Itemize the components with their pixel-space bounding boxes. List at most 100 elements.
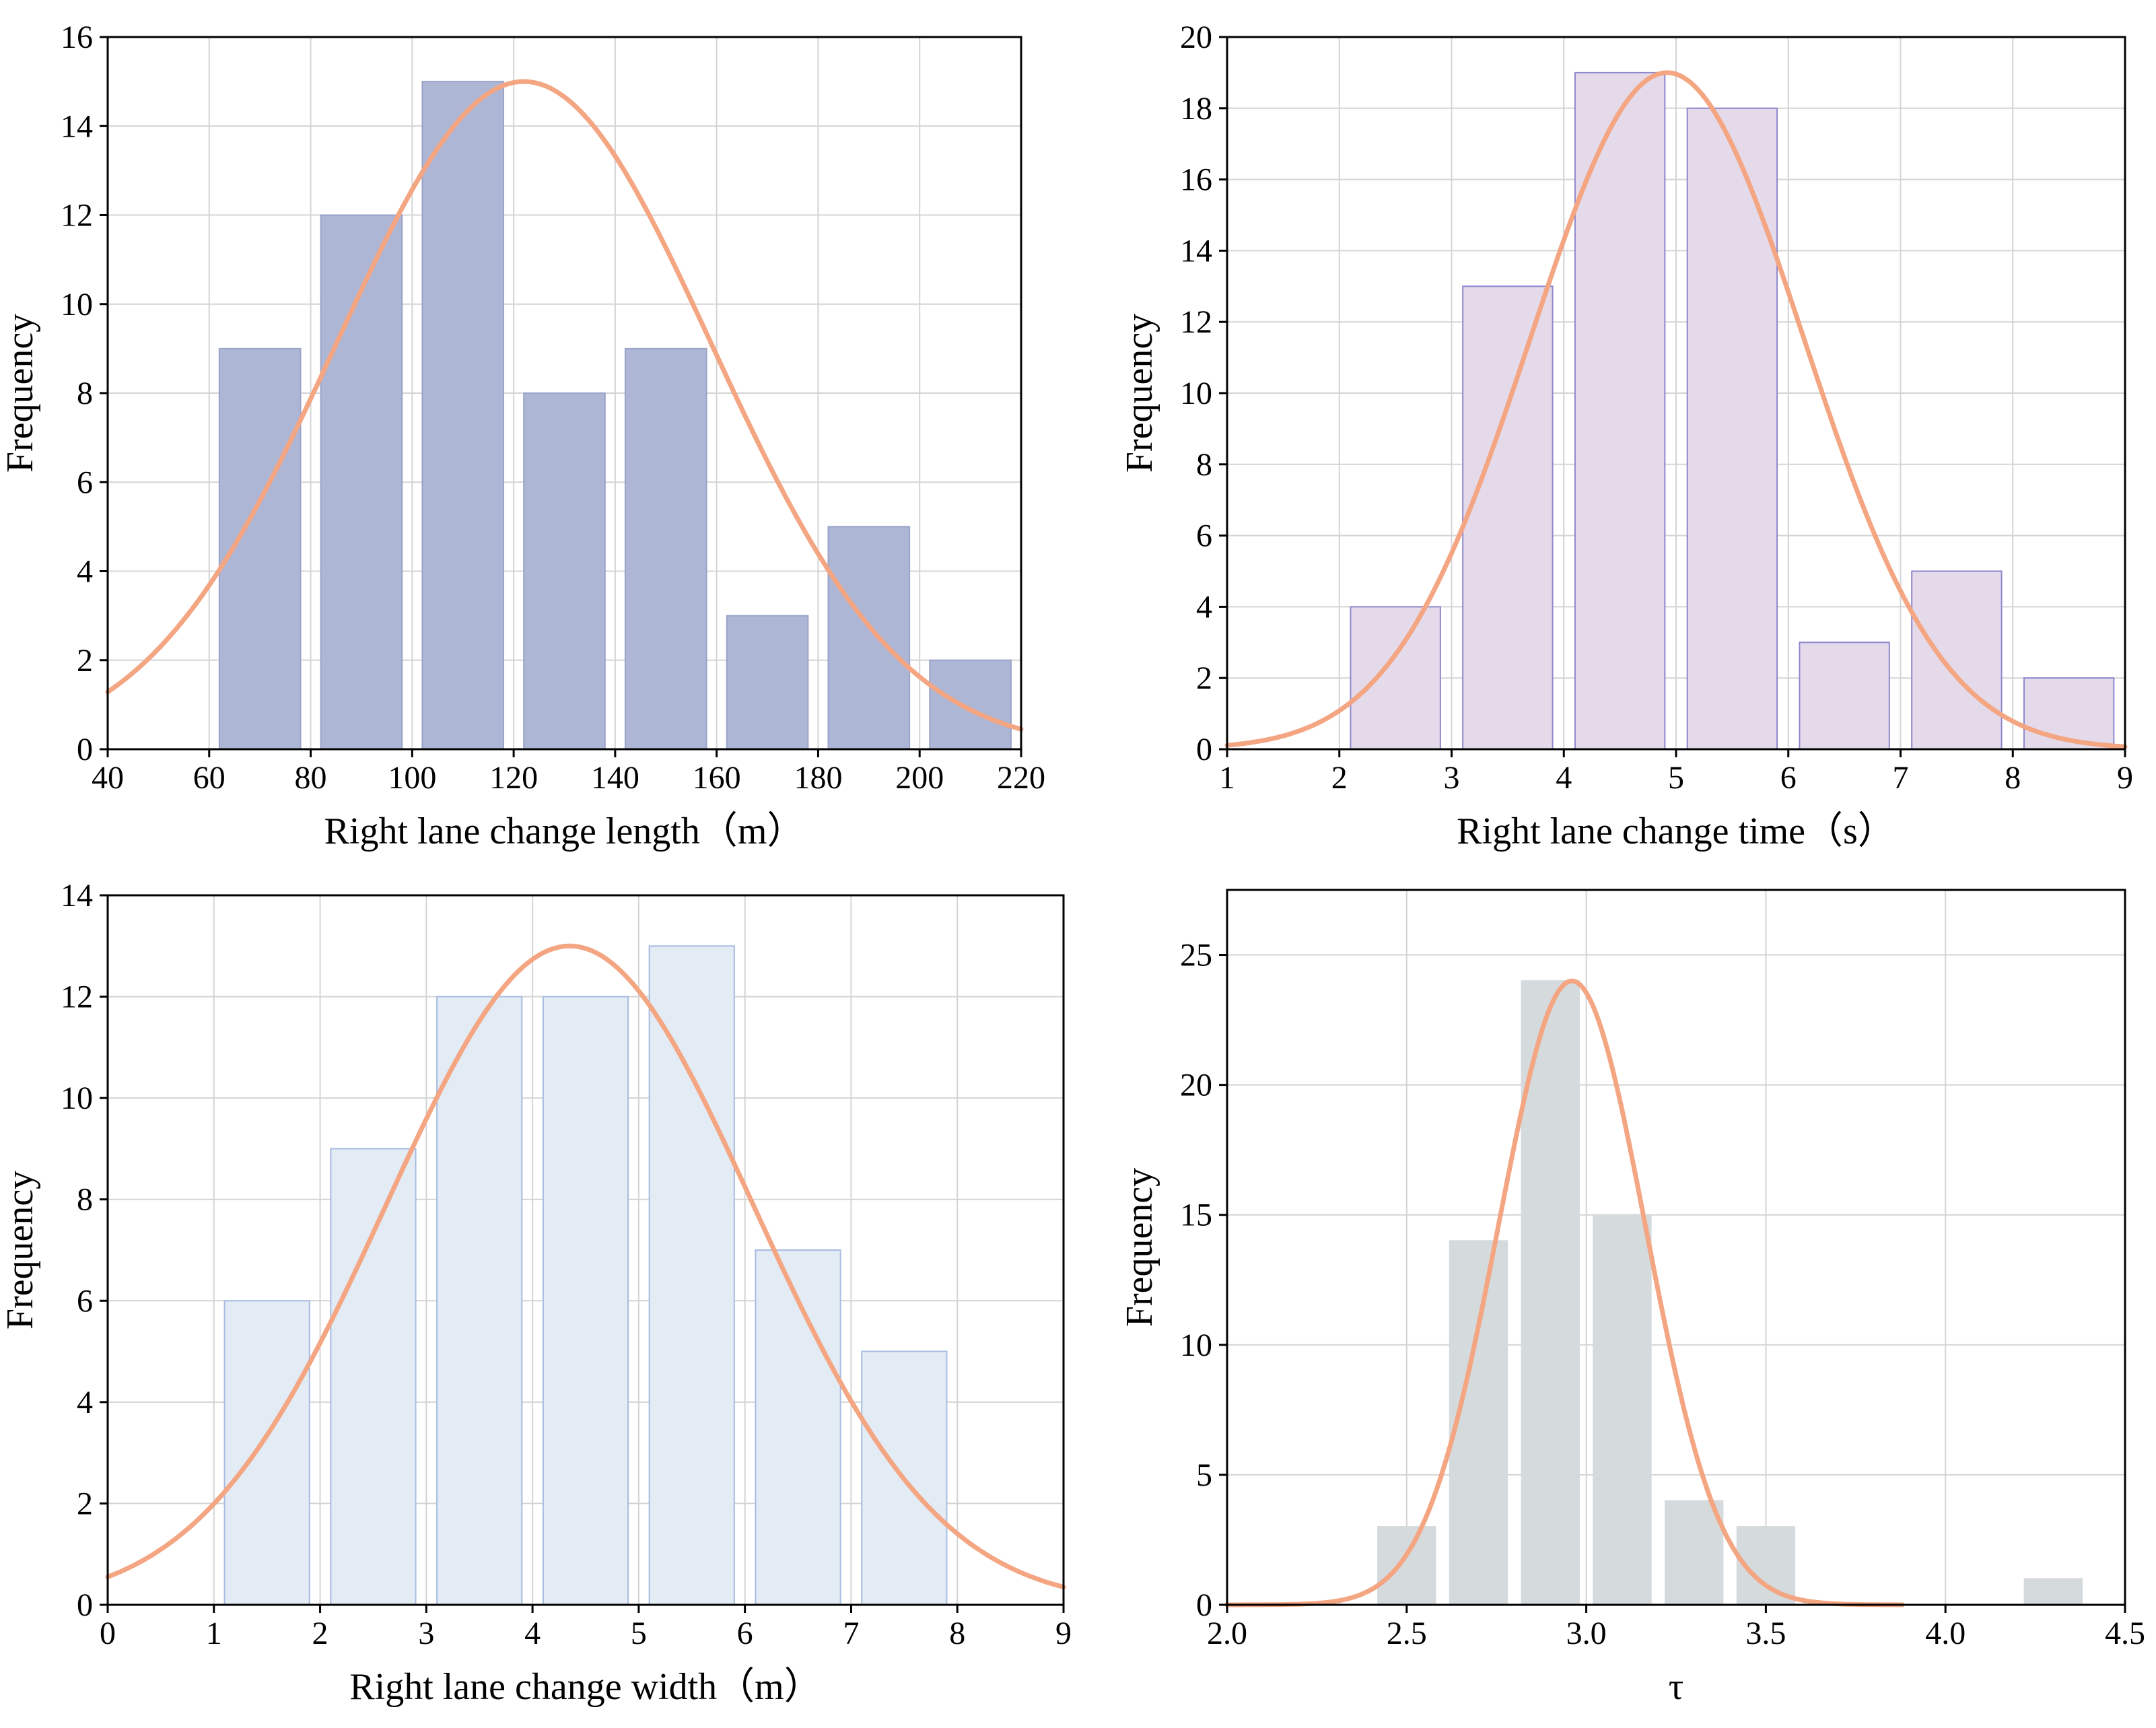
y-tick-label: 16 — [61, 20, 93, 55]
normal-fit-curve — [105, 79, 1024, 732]
x-tick-label: 2 — [312, 1616, 328, 1651]
histogram-bar — [1911, 570, 2003, 750]
y-tick-label: 2 — [1196, 660, 1212, 696]
x-tick-label: 7 — [843, 1616, 859, 1651]
x-tick-label: 220 — [997, 760, 1045, 796]
histogram-bar — [1593, 1214, 1652, 1605]
y-tick-label: 6 — [1196, 518, 1212, 554]
y-tick-label: 14 — [61, 108, 93, 144]
histogram-bar — [1664, 1500, 1724, 1606]
histogram-bar — [436, 996, 523, 1605]
histogram-bar — [330, 1148, 417, 1605]
x-tick-label: 4.0 — [1925, 1616, 1966, 1651]
x-tick-label: 4 — [1556, 760, 1572, 796]
x-tick-label: 9 — [1055, 1616, 1072, 1651]
normal-fit-curve — [1224, 978, 1905, 1608]
x-tick-label: 9 — [2117, 760, 2133, 796]
x-tick-label: 6 — [737, 1616, 753, 1651]
histogram-bar — [755, 1249, 841, 1605]
x-tick-label: 6 — [1780, 760, 1797, 796]
chart-tau: 2.0 2.5 3.0 3.5 4.0 4.5 0 5 10 15 20 25 τ Frequency — [1119, 889, 2145, 1708]
y-tick-label: 12 — [61, 198, 93, 234]
x-tick-label: 100 — [388, 760, 436, 796]
normal-fit-curve — [1224, 70, 2128, 749]
y-tick-label: 8 — [77, 1182, 93, 1218]
x-tick-label: 120 — [489, 760, 538, 796]
y-tick-label: 4 — [77, 554, 93, 590]
x-tick-label: 40 — [92, 760, 124, 796]
y-tick-label: 8 — [1196, 447, 1212, 483]
histogram-bar — [929, 659, 1012, 750]
histogram-bar — [624, 347, 707, 750]
y-tick-label: 0 — [77, 732, 93, 767]
x-tick-label: 3.5 — [1745, 1616, 1786, 1651]
y-tick-label: 0 — [77, 1587, 93, 1623]
histogram-bar — [1377, 1526, 1436, 1606]
y-tick-label: 12 — [61, 979, 93, 1015]
histogram-bar — [1462, 285, 1554, 750]
histogram-bar — [2023, 1578, 2083, 1606]
y-tick-label: 16 — [1180, 162, 1212, 198]
histogram-bar — [726, 615, 809, 750]
x-axis-label: Right lane change width（m） — [349, 1666, 821, 1708]
y-tick-label: 8 — [77, 376, 93, 411]
x-tick-label: 2.0 — [1207, 1616, 1247, 1651]
y-tick-label: 25 — [1180, 938, 1212, 973]
y-tick-label: 18 — [1180, 91, 1212, 127]
y-tick-label: 10 — [61, 1080, 93, 1116]
x-tick-label: 4 — [524, 1616, 541, 1651]
normal-fit-curve — [105, 943, 1066, 1590]
y-tick-label: 15 — [1180, 1198, 1212, 1233]
y-tick-label: 10 — [1180, 376, 1212, 411]
y-tick-label: 10 — [1180, 1327, 1212, 1363]
y-tick-label: 2 — [77, 643, 93, 679]
x-tick-label: 180 — [794, 760, 842, 796]
x-tick-label: 0 — [100, 1616, 116, 1651]
y-tick-label: 0 — [1196, 1587, 1212, 1623]
x-tick-label: 3.0 — [1566, 1616, 1607, 1651]
y-axis-label: Frequency — [0, 314, 41, 473]
histogram-bar — [421, 81, 505, 750]
y-tick-label: 12 — [1180, 304, 1212, 340]
histogram-bar — [2023, 677, 2115, 751]
y-axis-label: Frequency — [0, 1171, 41, 1329]
x-tick-label: 3 — [418, 1616, 434, 1651]
x-tick-label: 160 — [693, 760, 741, 796]
x-tick-label: 5 — [1668, 760, 1684, 796]
x-tick-label: 2 — [1331, 760, 1348, 796]
histogram-bar — [1350, 606, 1441, 751]
x-tick-label: 140 — [591, 760, 639, 796]
x-axis-label: Right lane change length（m） — [324, 810, 805, 852]
y-tick-label: 10 — [61, 287, 93, 322]
y-tick-label: 5 — [1196, 1457, 1212, 1493]
plot-frame — [1226, 889, 2126, 1606]
x-tick-label: 60 — [193, 760, 225, 796]
y-tick-label: 20 — [1180, 20, 1212, 55]
x-tick-label: 200 — [895, 760, 944, 796]
x-tick-label: 3 — [1444, 760, 1460, 796]
x-tick-label: 5 — [631, 1616, 647, 1651]
histogram-bar — [223, 1300, 310, 1606]
histogram-bar — [523, 392, 606, 750]
x-tick-label: 8 — [2005, 760, 2021, 796]
histogram-bar — [1686, 107, 1778, 751]
x-tick-label: 8 — [949, 1616, 965, 1651]
y-axis-label: Frequency — [1119, 314, 1160, 473]
y-tick-label: 14 — [61, 878, 93, 913]
y-tick-label: 6 — [77, 1283, 93, 1319]
x-tick-label: 4.5 — [2105, 1616, 2145, 1651]
histogram-bar — [1799, 642, 1890, 750]
histogram-bar — [648, 945, 735, 1606]
y-tick-label: 4 — [1196, 589, 1212, 625]
plot-frame — [106, 894, 1065, 1606]
y-tick-label: 2 — [77, 1486, 93, 1521]
x-tick-label: 1 — [1219, 760, 1235, 796]
y-tick-label: 0 — [1196, 732, 1212, 767]
histogram-bar — [542, 996, 629, 1605]
x-tick-label: 1 — [206, 1616, 222, 1651]
y-axis-label: Frequency — [1119, 1168, 1160, 1327]
histogram-bar — [827, 526, 911, 750]
